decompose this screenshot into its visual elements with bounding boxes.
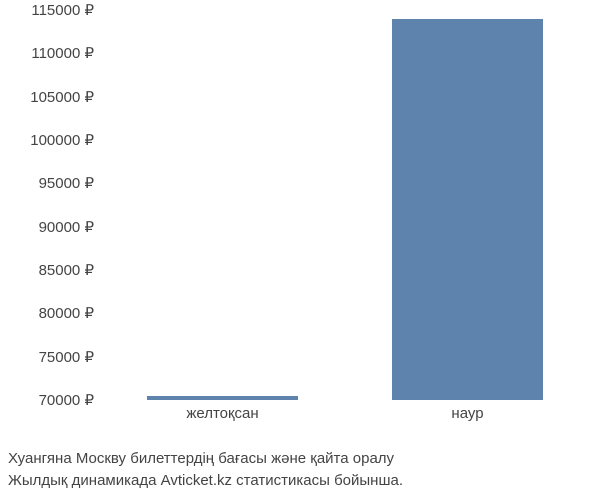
y-tick-label: 85000 ₽: [39, 261, 94, 279]
plot-area: [100, 10, 590, 400]
caption-line-2: Жылдық динамикада Avticket.kz статистика…: [8, 470, 598, 492]
x-tick-label: наур: [451, 405, 483, 422]
y-tick-label: 95000 ₽: [39, 174, 94, 192]
bar: [147, 396, 299, 400]
y-tick-label: 75000 ₽: [39, 348, 94, 366]
caption-line-1: Хуангяна Москву билеттердің бағасы және …: [8, 448, 598, 470]
chart-caption: Хуангяна Москву билеттердің бағасы және …: [8, 448, 598, 492]
y-tick-label: 105000 ₽: [30, 88, 94, 106]
y-tick-label: 110000 ₽: [31, 44, 94, 62]
price-chart: 115000 ₽ 110000 ₽ 105000 ₽ 100000 ₽ 95000 ₽ 9…: [0, 0, 600, 500]
bar: [392, 19, 544, 400]
y-tick-label: 115000 ₽: [31, 1, 94, 19]
x-axis: желтоқсан наур: [100, 405, 590, 435]
y-tick-label: 100000 ₽: [30, 131, 94, 149]
y-axis: 115000 ₽110000 ₽105000 ₽100000 ₽95000 ₽9…: [0, 10, 100, 400]
y-tick-label: 90000 ₽: [39, 218, 94, 236]
y-tick-label: 70000 ₽: [39, 391, 94, 409]
x-tick-label: желтоқсан: [186, 405, 258, 422]
y-tick-label: 80000 ₽: [39, 304, 94, 322]
